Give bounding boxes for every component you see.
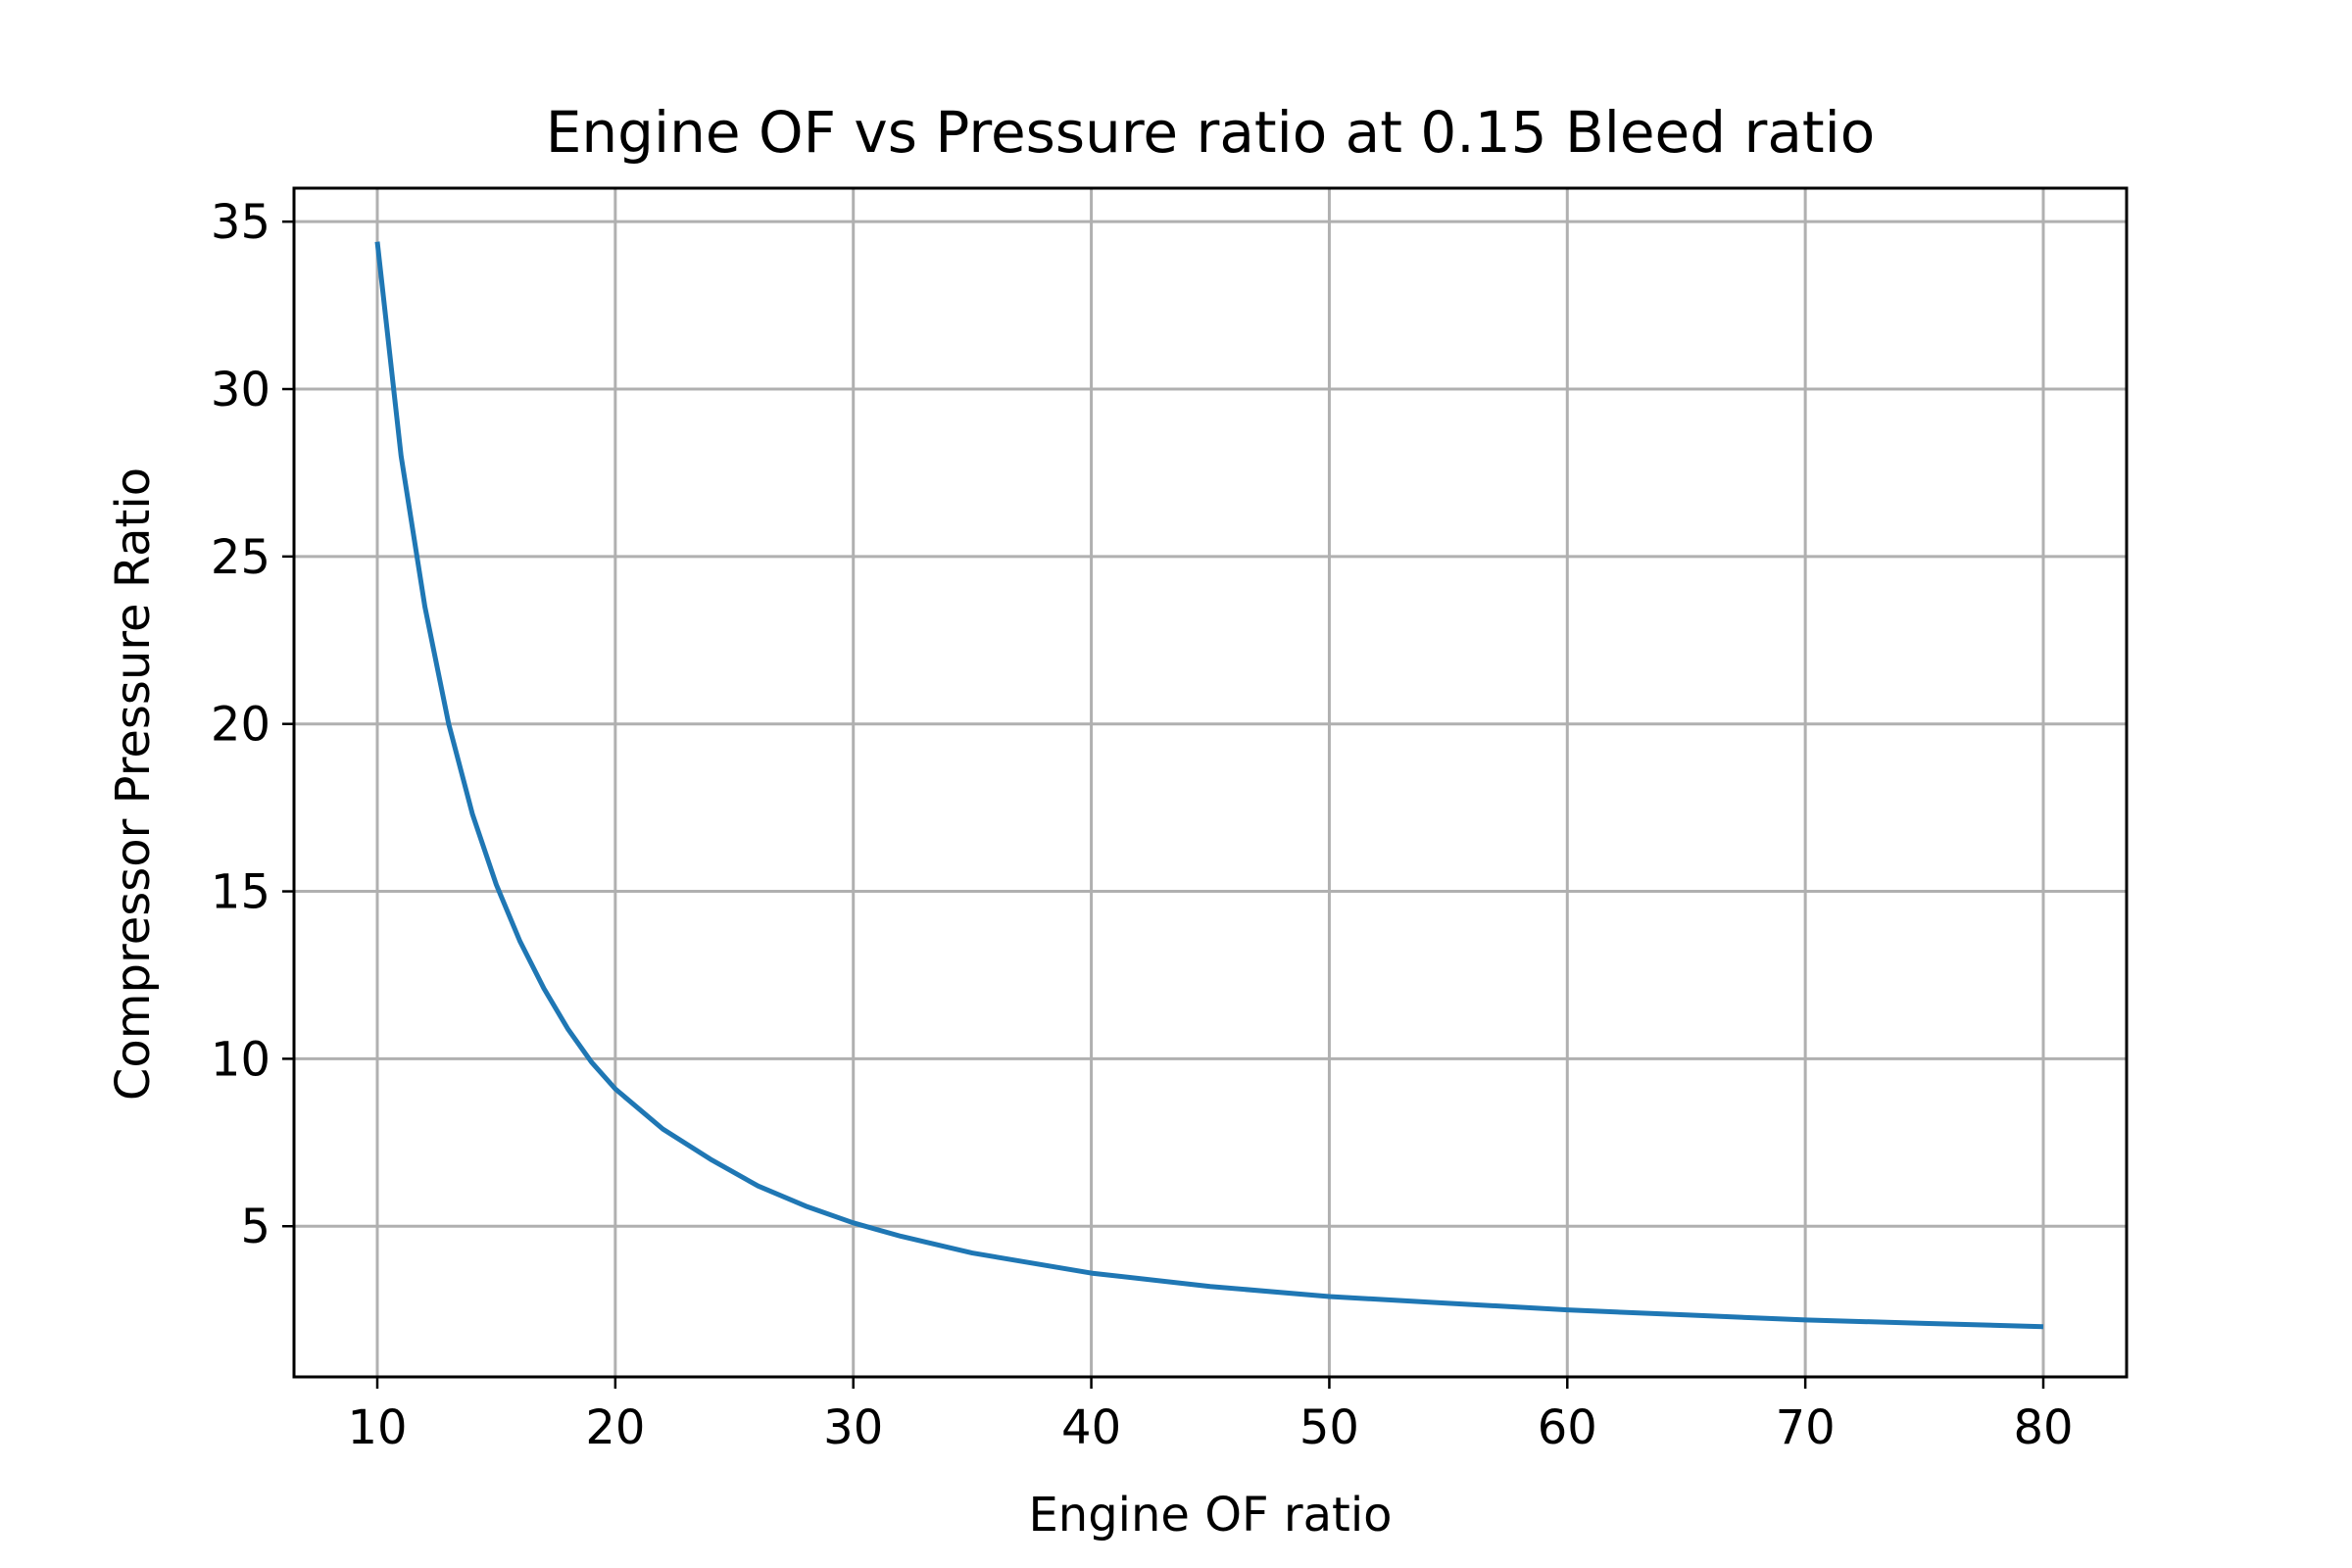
y-tick-label: 35 — [211, 195, 270, 250]
y-axis-ticks: 5 10 15 20 25 30 35 — [211, 195, 294, 1254]
x-axis-label: Engine OF ratio — [1028, 1488, 1392, 1543]
y-tick-label: 20 — [211, 698, 270, 753]
plot-frame — [292, 186, 2129, 1379]
series-line-0 — [374, 241, 2044, 1330]
x-tick-label: 30 — [823, 1400, 883, 1455]
x-tick-label: 60 — [1538, 1400, 1597, 1455]
y-axis-label: Compressor Pressure Ratio — [106, 467, 161, 1101]
x-tick-label: 50 — [1299, 1400, 1359, 1455]
y-tick-label: 30 — [211, 363, 270, 417]
y-tick-label: 25 — [211, 530, 270, 585]
x-tick-label: 80 — [2013, 1400, 2073, 1455]
y-tick-label: 10 — [211, 1032, 270, 1087]
chart-title: Engine OF vs Pressure ratio at 0.15 Blee… — [546, 99, 1875, 166]
grid — [294, 188, 2127, 1377]
x-tick-label: 70 — [1776, 1400, 1836, 1455]
y-tick-label: 5 — [240, 1200, 270, 1254]
x-axis-ticks: 10 20 30 40 50 60 70 80 — [347, 1377, 2074, 1455]
x-tick-label: 20 — [585, 1400, 645, 1455]
x-tick-label: 10 — [347, 1400, 407, 1455]
x-tick-label: 40 — [1061, 1400, 1121, 1455]
y-tick-label: 15 — [211, 865, 270, 920]
series-layer — [374, 241, 2044, 1330]
